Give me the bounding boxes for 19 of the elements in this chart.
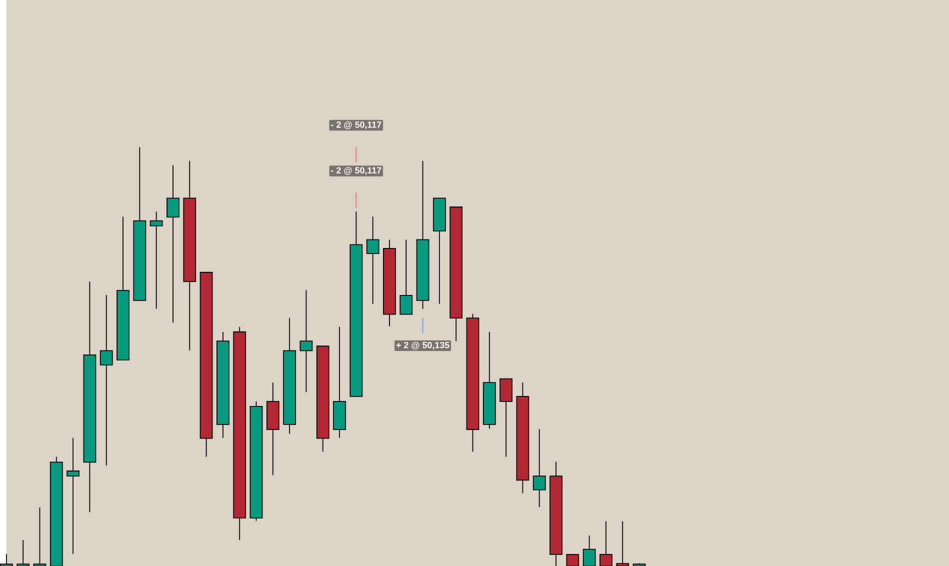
candlestick (33, 506, 46, 566)
candlestick (582, 535, 596, 566)
candlestick (100, 294, 113, 466)
candlestick (532, 428, 546, 508)
candlestick (400, 239, 413, 315)
candlestick (66, 437, 80, 554)
candlestick (166, 164, 180, 324)
annotation: + 2 @ 50,135 (396, 342, 450, 350)
candlestick (16, 540, 30, 566)
candlestick (616, 520, 630, 566)
candlestick (150, 211, 163, 310)
text: - 2 @ 50,117 (331, 121, 382, 130)
candlestick (500, 378, 512, 458)
candlestick (566, 554, 580, 566)
candlestick (300, 289, 313, 393)
candlestick (600, 520, 612, 566)
candlestick (0, 553, 13, 566)
candlestick (366, 216, 380, 304)
annotation: - 2 @ 50,117 (331, 167, 382, 175)
